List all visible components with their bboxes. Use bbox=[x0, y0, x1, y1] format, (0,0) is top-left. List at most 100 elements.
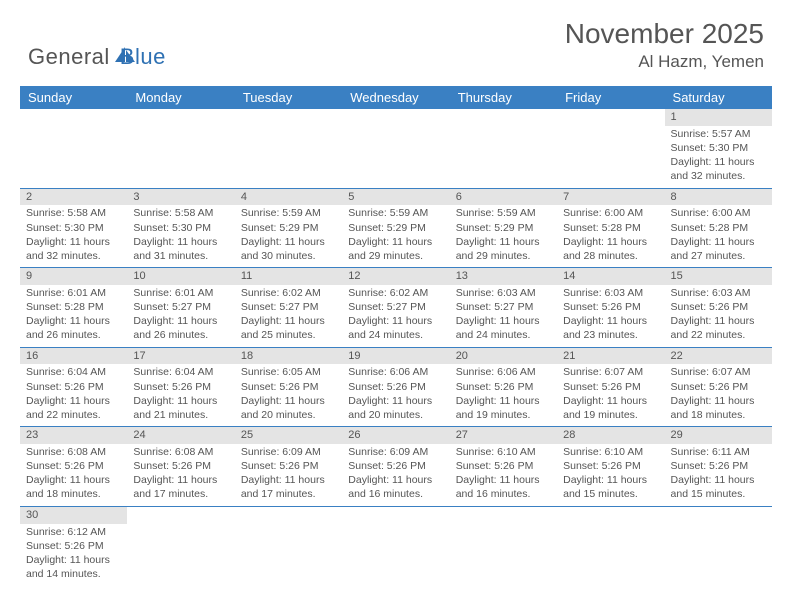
day-number bbox=[127, 109, 234, 126]
day-line: and 26 minutes. bbox=[133, 328, 228, 342]
calendar-cell bbox=[557, 109, 664, 188]
day-line: Daylight: 11 hours bbox=[241, 314, 336, 328]
day-line: Sunrise: 6:05 AM bbox=[241, 365, 336, 379]
day-line: Daylight: 11 hours bbox=[563, 235, 658, 249]
day-line: Sunrise: 5:59 AM bbox=[348, 206, 443, 220]
day-number: 21 bbox=[557, 348, 664, 365]
calendar-cell: 15Sunrise: 6:03 AMSunset: 5:26 PMDayligh… bbox=[665, 268, 772, 348]
day-number bbox=[557, 507, 664, 524]
calendar-row: 1Sunrise: 5:57 AMSunset: 5:30 PMDaylight… bbox=[20, 109, 772, 188]
day-line: Sunset: 5:26 PM bbox=[456, 459, 551, 473]
day-line: Daylight: 11 hours bbox=[456, 473, 551, 487]
calendar-cell: 26Sunrise: 6:09 AMSunset: 5:26 PMDayligh… bbox=[342, 427, 449, 507]
day-number: 2 bbox=[20, 189, 127, 206]
day-line: and 22 minutes. bbox=[26, 408, 121, 422]
day-number: 5 bbox=[342, 189, 449, 206]
day-line: Sunrise: 6:03 AM bbox=[456, 286, 551, 300]
header: General Blue November 2025 Al Hazm, Yeme… bbox=[0, 0, 792, 80]
day-line: Sunrise: 5:58 AM bbox=[26, 206, 121, 220]
day-number: 19 bbox=[342, 348, 449, 365]
calendar-cell: 5Sunrise: 5:59 AMSunset: 5:29 PMDaylight… bbox=[342, 188, 449, 268]
calendar-cell: 24Sunrise: 6:08 AMSunset: 5:26 PMDayligh… bbox=[127, 427, 234, 507]
day-line: Sunset: 5:29 PM bbox=[348, 221, 443, 235]
day-line: Daylight: 11 hours bbox=[26, 235, 121, 249]
day-line: and 28 minutes. bbox=[563, 249, 658, 263]
day-line: Sunrise: 6:06 AM bbox=[456, 365, 551, 379]
day-details: Sunrise: 6:11 AMSunset: 5:26 PMDaylight:… bbox=[665, 444, 772, 506]
day-line: Daylight: 11 hours bbox=[671, 235, 766, 249]
day-number: 28 bbox=[557, 427, 664, 444]
day-number: 30 bbox=[20, 507, 127, 524]
calendar-cell: 13Sunrise: 6:03 AMSunset: 5:27 PMDayligh… bbox=[450, 268, 557, 348]
day-line: and 19 minutes. bbox=[456, 408, 551, 422]
day-number bbox=[20, 109, 127, 126]
day-line: and 17 minutes. bbox=[241, 487, 336, 501]
day-line: Daylight: 11 hours bbox=[456, 235, 551, 249]
location: Al Hazm, Yemen bbox=[565, 52, 764, 72]
day-line: Sunrise: 6:02 AM bbox=[348, 286, 443, 300]
day-details: Sunrise: 5:59 AMSunset: 5:29 PMDaylight:… bbox=[342, 205, 449, 267]
calendar-cell: 29Sunrise: 6:11 AMSunset: 5:26 PMDayligh… bbox=[665, 427, 772, 507]
day-line: and 27 minutes. bbox=[671, 249, 766, 263]
day-line: Sunset: 5:26 PM bbox=[348, 380, 443, 394]
day-line: Daylight: 11 hours bbox=[241, 394, 336, 408]
calendar-cell: 19Sunrise: 6:06 AMSunset: 5:26 PMDayligh… bbox=[342, 347, 449, 427]
day-line: Sunset: 5:27 PM bbox=[456, 300, 551, 314]
day-line: Sunset: 5:26 PM bbox=[563, 380, 658, 394]
weekday-header: Saturday bbox=[665, 86, 772, 109]
day-line: Sunrise: 6:01 AM bbox=[133, 286, 228, 300]
calendar-cell bbox=[235, 109, 342, 188]
day-line: Daylight: 11 hours bbox=[26, 314, 121, 328]
day-line: Daylight: 11 hours bbox=[563, 473, 658, 487]
calendar-cell: 23Sunrise: 6:08 AMSunset: 5:26 PMDayligh… bbox=[20, 427, 127, 507]
day-number: 9 bbox=[20, 268, 127, 285]
calendar-cell: 21Sunrise: 6:07 AMSunset: 5:26 PMDayligh… bbox=[557, 347, 664, 427]
weekday-header: Monday bbox=[127, 86, 234, 109]
calendar-row: 30Sunrise: 6:12 AMSunset: 5:26 PMDayligh… bbox=[20, 506, 772, 585]
day-details: Sunrise: 6:04 AMSunset: 5:26 PMDaylight:… bbox=[127, 364, 234, 426]
day-line: and 20 minutes. bbox=[241, 408, 336, 422]
day-number: 27 bbox=[450, 427, 557, 444]
day-line: and 16 minutes. bbox=[456, 487, 551, 501]
day-line: Sunrise: 6:04 AM bbox=[133, 365, 228, 379]
weekday-header-row: Sunday Monday Tuesday Wednesday Thursday… bbox=[20, 86, 772, 109]
day-number bbox=[450, 507, 557, 524]
day-line: Sunrise: 6:07 AM bbox=[671, 365, 766, 379]
day-number: 26 bbox=[342, 427, 449, 444]
day-line: Daylight: 11 hours bbox=[671, 394, 766, 408]
day-line: Sunrise: 6:04 AM bbox=[26, 365, 121, 379]
day-line: Sunset: 5:26 PM bbox=[26, 459, 121, 473]
day-line: Sunset: 5:26 PM bbox=[133, 380, 228, 394]
day-number: 8 bbox=[665, 189, 772, 206]
title-block: November 2025 Al Hazm, Yemen bbox=[565, 18, 764, 72]
day-details: Sunrise: 5:58 AMSunset: 5:30 PMDaylight:… bbox=[127, 205, 234, 267]
day-line: Daylight: 11 hours bbox=[348, 235, 443, 249]
day-line: Sunrise: 6:00 AM bbox=[563, 206, 658, 220]
day-line: and 14 minutes. bbox=[26, 567, 121, 581]
day-line: Sunset: 5:26 PM bbox=[348, 459, 443, 473]
day-line: Sunrise: 6:08 AM bbox=[133, 445, 228, 459]
day-number: 7 bbox=[557, 189, 664, 206]
day-number: 1 bbox=[665, 109, 772, 126]
day-details: Sunrise: 5:59 AMSunset: 5:29 PMDaylight:… bbox=[450, 205, 557, 267]
day-line: Daylight: 11 hours bbox=[671, 314, 766, 328]
weekday-header: Wednesday bbox=[342, 86, 449, 109]
day-number: 17 bbox=[127, 348, 234, 365]
day-line: Sunrise: 6:10 AM bbox=[456, 445, 551, 459]
day-line: Sunrise: 6:06 AM bbox=[348, 365, 443, 379]
calendar-cell bbox=[127, 506, 234, 585]
day-line: and 17 minutes. bbox=[133, 487, 228, 501]
day-line: Sunrise: 5:57 AM bbox=[671, 127, 766, 141]
day-details: Sunrise: 6:01 AMSunset: 5:28 PMDaylight:… bbox=[20, 285, 127, 347]
calendar-cell: 3Sunrise: 5:58 AMSunset: 5:30 PMDaylight… bbox=[127, 188, 234, 268]
calendar-cell: 12Sunrise: 6:02 AMSunset: 5:27 PMDayligh… bbox=[342, 268, 449, 348]
day-line: Sunrise: 6:10 AM bbox=[563, 445, 658, 459]
day-details: Sunrise: 6:00 AMSunset: 5:28 PMDaylight:… bbox=[665, 205, 772, 267]
day-line: and 31 minutes. bbox=[133, 249, 228, 263]
day-line: Daylight: 11 hours bbox=[348, 394, 443, 408]
day-number: 6 bbox=[450, 189, 557, 206]
day-number: 25 bbox=[235, 427, 342, 444]
calendar-cell: 2Sunrise: 5:58 AMSunset: 5:30 PMDaylight… bbox=[20, 188, 127, 268]
day-line: and 22 minutes. bbox=[671, 328, 766, 342]
day-line: Sunset: 5:27 PM bbox=[241, 300, 336, 314]
